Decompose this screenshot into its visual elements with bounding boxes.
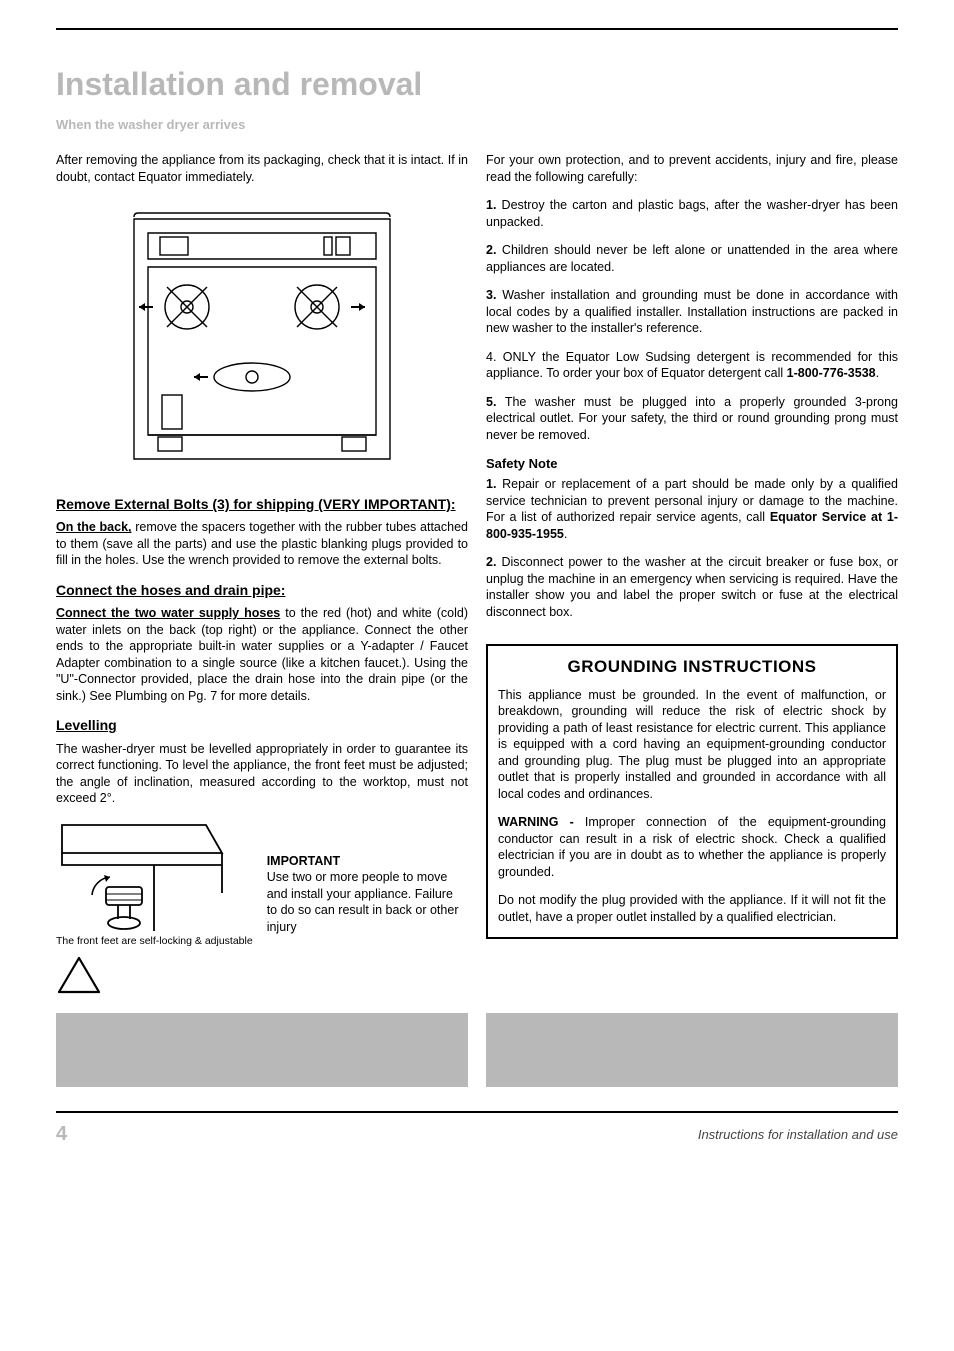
right-intro: For your own protection, and to prevent … [486,152,898,185]
page: Installation and removal When the washer… [0,0,954,1166]
grounding-title: GROUNDING INSTRUCTIONS [498,656,886,678]
main-heading: Installation and removal [56,66,898,103]
hose-title: Connect the hoses and drain pipe: [56,581,468,599]
top-rule [56,28,898,30]
important-heading: IMPORTANT [267,853,467,870]
footer-band-right [486,1013,898,1087]
safety-2: 2. Disconnect power to the washer at the… [486,554,898,620]
bottom-rule [56,1111,898,1113]
item-4: 4. ONLY the Equator Low Sudsing detergen… [486,349,898,382]
feet-diagram-wrap: The front feet are self-locking & adjust… [56,819,253,995]
footer-caption: Instructions for installation and use [698,1127,898,1142]
two-columns: After removing the appliance from its pa… [56,152,898,995]
hose-lead: Connect the two water supply hoses [56,606,280,620]
item-5: 5. The washer must be plugged into a pro… [486,394,898,444]
page-number: 4 [56,1123,67,1146]
grounding-p1: This appliance must be grounded. In the … [498,687,886,803]
safety-1: 1. Repair or replacement of a part shoul… [486,476,898,542]
footer-band-left [56,1013,468,1087]
appliance-diagram [112,197,412,477]
important-text-block: IMPORTANT Use two or more people to move… [267,819,467,936]
levelling-body: The washer-dryer must be levelled approp… [56,741,468,807]
grounding-box: GROUNDING INSTRUCTIONS This appliance mu… [486,644,898,939]
levelling-title: Levelling [56,716,468,734]
left-intro: After removing the appliance from its pa… [56,152,468,185]
hose-body: Connect the two water supply hoses to th… [56,605,468,704]
footer-gap [468,1013,486,1087]
important-text: Use two or more people to move and insta… [267,869,467,935]
footer-row: 4 Instructions for installation and use [56,1123,898,1146]
safety-note-heading: Safety Note [486,455,898,472]
spacer-lead: On the back, [56,520,132,534]
warning-triangle-icon [56,955,102,995]
footer-bands [56,1013,898,1087]
grounding-p3: Do not modify the plug provided with the… [498,892,886,925]
levelling-block: The front feet are self-locking & adjust… [56,819,468,995]
spacer-title: Remove External Bolts (3) for shipping (… [56,495,468,513]
item-1: 1. Destroy the carton and plastic bags, … [486,197,898,230]
feet-diagram [56,819,226,937]
grounding-p2: WARNING - Improper connection of the equ… [498,814,886,880]
sub-heading: When the washer dryer arrives [56,117,898,132]
left-column: After removing the appliance from its pa… [56,152,468,995]
spacer-body: On the back, remove the spacers together… [56,519,468,569]
feet-caption: The front feet are self-locking & adjust… [56,935,253,949]
hose-rest: to the red (hot) and white (cold) water … [56,606,468,703]
right-column: For your own protection, and to prevent … [486,152,898,995]
item-3: 3. Washer installation and grounding mus… [486,287,898,337]
item-2: 2. Children should never be left alone o… [486,242,898,275]
warning-triangle-row [56,955,253,995]
